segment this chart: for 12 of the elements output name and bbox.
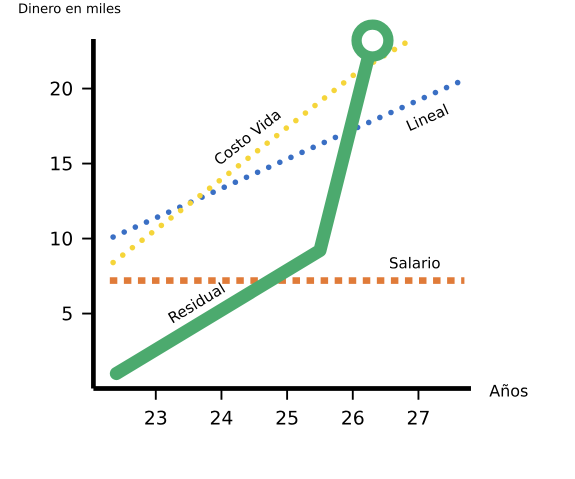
x-tick-label: 24: [210, 410, 232, 425]
x-tick-label: 25: [276, 410, 298, 425]
y-tick-label: 20: [50, 82, 72, 96]
x-tick-label: 26: [342, 410, 364, 425]
y-tick-label: 15: [51, 156, 72, 171]
y-axis-title: Dinero en miles: [19, 3, 120, 14]
y-tick-label: 10: [51, 232, 72, 246]
series-label: Salario: [390, 257, 440, 269]
x-tick-label: 23: [145, 410, 166, 425]
x-tick-label: 27: [408, 410, 429, 425]
x-axis-title: Años: [489, 384, 528, 397]
y-tick-label: 5: [62, 306, 72, 321]
